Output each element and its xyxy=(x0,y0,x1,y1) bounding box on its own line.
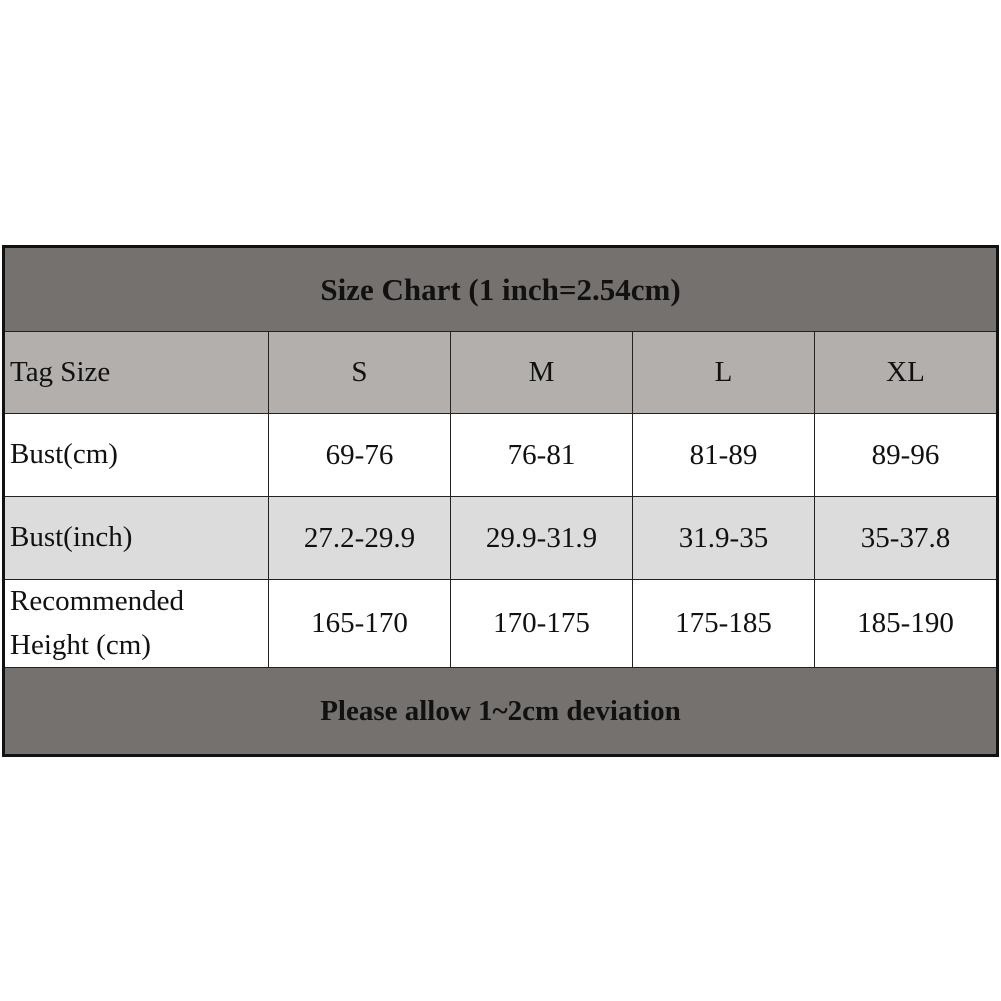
size-chart-table: Size Chart (1 inch=2.54cm) Tag Size S M … xyxy=(2,245,999,757)
cell: 81-89 xyxy=(632,413,815,497)
cell: 69-76 xyxy=(268,413,451,497)
cell: 35-37.8 xyxy=(814,496,998,580)
cell: 175-185 xyxy=(632,579,815,668)
size-l: L xyxy=(632,331,815,414)
cell: 29.9-31.9 xyxy=(450,496,633,580)
table-title: Size Chart (1 inch=2.54cm) xyxy=(3,246,998,332)
table-row: Bust(cm) 69-76 76-81 81-89 89-96 xyxy=(3,413,998,497)
row-label: Bust(cm) xyxy=(3,413,269,497)
row-label-line2: Height (cm) xyxy=(10,628,151,661)
cell: 76-81 xyxy=(450,413,633,497)
table-row: Bust(inch) 27.2-29.9 29.9-31.9 31.9-35 3… xyxy=(3,496,998,580)
size-xl: XL xyxy=(814,331,998,414)
cell: 89-96 xyxy=(814,413,998,497)
row-label: Bust(inch) xyxy=(3,496,269,580)
row-label-line1: Recommended xyxy=(10,585,184,617)
header-label: Tag Size xyxy=(3,331,269,414)
cell: 27.2-29.9 xyxy=(268,496,451,580)
cell: 31.9-35 xyxy=(632,496,815,580)
footer-note: Please allow 1~2cm deviation xyxy=(3,667,998,756)
table-row: Recommended Height (cm) 165-170 170-175 1… xyxy=(3,579,998,668)
cell: 170-175 xyxy=(450,579,633,668)
cell: 165-170 xyxy=(268,579,451,668)
size-s: S xyxy=(268,331,451,414)
row-label: Recommended Height (cm) xyxy=(3,579,269,668)
size-m: M xyxy=(450,331,633,414)
cell: 185-190 xyxy=(814,579,998,668)
header-row: Tag Size S M L XL xyxy=(3,331,998,414)
